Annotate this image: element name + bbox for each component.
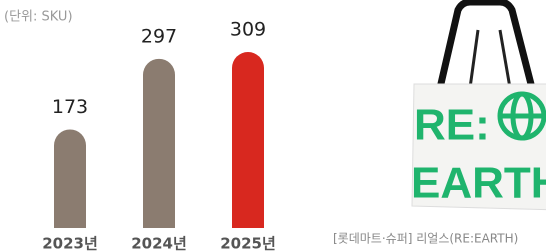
x-tick-label: 2023년 [42, 235, 98, 251]
unit-label: (단위: SKU) [4, 10, 73, 25]
bag-handle [470, 30, 510, 88]
image-caption: [롯데마트·슈퍼] 리얼스(RE:EARTH) [333, 232, 518, 246]
x-tick-label: 2025년 [220, 235, 276, 251]
value-label: 173 [52, 96, 88, 118]
bag-text: EARTH [411, 159, 546, 208]
bar [143, 59, 175, 228]
bag-handle [440, 2, 532, 88]
bag-text: RE: [414, 101, 490, 150]
page: (단위: SKU) RE: EARTH [롯데마트·슈퍼] 리얼스(RE:EAR… [0, 0, 546, 251]
bar [54, 129, 86, 228]
value-label: 297 [141, 25, 177, 47]
bar [232, 52, 264, 228]
bag-image: RE: EARTH [411, 2, 546, 210]
chart: (단위: SKU) RE: EARTH [롯데마트·슈퍼] 리얼스(RE:EAR… [0, 0, 546, 251]
value-label: 309 [230, 19, 266, 41]
x-tick-label: 2024년 [131, 235, 187, 251]
